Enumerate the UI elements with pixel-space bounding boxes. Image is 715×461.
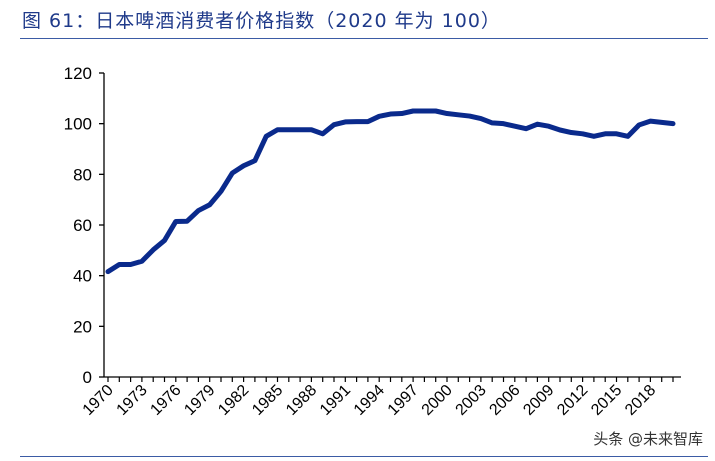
x-tick-label: 1976 — [147, 382, 184, 419]
title-divider — [20, 38, 708, 39]
y-tick-label: 80 — [73, 165, 92, 184]
x-tick-label: 2003 — [453, 382, 490, 419]
x-tick-label: 1991 — [317, 382, 354, 419]
x-tick-label: 2000 — [419, 382, 456, 419]
x-tick-label: 1994 — [351, 382, 388, 419]
x-tick-label: 1997 — [385, 382, 422, 419]
x-tick-label: 2006 — [486, 382, 523, 419]
x-tick-label: 1979 — [181, 382, 218, 419]
x-tick-label: 1988 — [283, 382, 320, 419]
y-tick-label: 0 — [83, 368, 92, 387]
x-tick-label: 1970 — [80, 382, 117, 419]
x-tick-label: 2012 — [554, 382, 591, 419]
y-tick-label: 20 — [73, 317, 92, 336]
x-tick-label: 2018 — [622, 382, 659, 419]
x-tick-label: 1982 — [215, 382, 252, 419]
bottom-divider — [20, 456, 708, 457]
x-tick-label: 2015 — [588, 382, 625, 419]
y-tick-label: 40 — [73, 267, 92, 286]
watermark: 头条 @未来智库 — [593, 428, 703, 449]
series-line — [105, 108, 676, 275]
y-tick-label: 100 — [64, 115, 92, 134]
x-tick-label: 1985 — [249, 382, 286, 419]
x-tick-label: 1973 — [114, 382, 151, 419]
y-tick-label: 60 — [73, 216, 92, 235]
y-tick-label: 120 — [64, 64, 92, 83]
chart-title: 图 61：日本啤酒消费者价格指数（2020 年为 100） — [22, 10, 501, 32]
x-tick-label: 2009 — [520, 382, 557, 419]
